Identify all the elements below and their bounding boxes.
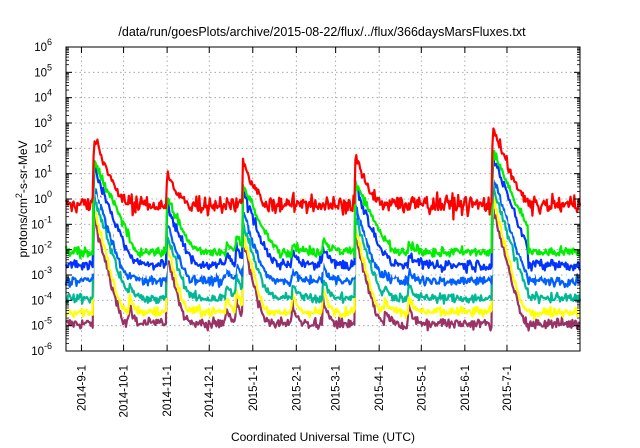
y-tick-label: 104 [34,88,52,105]
x-tick-label: 2015-6-1 [460,365,472,411]
x-axis-label: Coordinated Universal Time (UTC) [231,430,415,444]
y-tick-label: 105 [34,62,52,79]
y-tick-label-base: 10 [34,194,47,206]
y-axis-label-base: protons/cm [16,198,30,257]
y-tick-label-base: 10 [34,118,47,130]
y-tick-label-exp: -5 [44,316,52,326]
y-tick-label: 10-5 [31,316,52,333]
y-tick-label: 101 [34,164,52,181]
y-axis-label: protons/cm2-s-sr-MeV [14,140,30,257]
y-tick-label-exp: 0 [47,189,52,199]
x-tick-label: 2015-1-1 [248,365,260,411]
y-tick-label-base: 10 [34,93,47,105]
y-tick-label-base: 10 [34,143,47,155]
y-tick-label-base: 10 [31,346,44,358]
y-tick-label-exp: -4 [44,290,52,300]
y-tick-label: 102 [34,138,52,155]
series-group [64,127,582,332]
x-tick-label: 2015-4-1 [374,365,386,411]
y-tick-label: 10-1 [31,214,52,231]
y-tick-label-exp: 2 [47,138,52,148]
y-tick-label-exp: -1 [44,214,52,224]
x-tick-labels: 2014-9-1 2014-10-1 2014-11-1 2014-12-1 2015-… [76,365,514,417]
y-tick-label-base: 10 [34,169,47,181]
x-tick-label: 2014-10-1 [119,365,131,417]
y-tick-label-exp: -3 [44,265,52,275]
y-tick-label-exp: 4 [47,88,52,98]
y-tick-label: 10-4 [31,290,52,307]
x-tick-label: 2014-9-1 [76,365,88,411]
y-tick-label-exp: -6 [44,341,52,351]
x-tick-label: 2015-3-1 [331,365,343,411]
y-tick-label-base: 10 [34,42,47,54]
y-tick-label-base: 10 [31,270,44,282]
y-tick-label-base: 10 [31,321,44,333]
flux-series-line [64,127,582,221]
y-tick-label: 10-6 [31,341,52,358]
y-tick-label: 10-2 [31,240,52,257]
x-tick-label: 2015-5-1 [416,365,428,411]
y-tick-label-base: 10 [34,67,47,79]
x-tick-label: 2015-7-1 [502,365,514,411]
y-tick-label-exp: -2 [44,240,52,250]
x-tick-label: 2014-11-1 [162,365,174,417]
y-tick-label-exp: 5 [47,62,52,72]
y-tick-label: 10-3 [31,265,52,282]
y-tick-label: 103 [34,113,52,130]
x-tick-label: 2015-2-1 [291,365,303,411]
y-tick-label-base: 10 [31,245,44,257]
flux-series-line [64,149,581,260]
chart-title: /data/run/goesPlots/archive/2015-08-22/f… [118,25,526,39]
y-tick-label-exp: 1 [47,164,52,174]
y-tick-label: 100 [34,189,52,206]
y-tick-label-exp: 3 [47,113,52,123]
y-tick-label-base: 10 [31,295,44,307]
y-axis-label-rest: -s-sr-MeV [16,140,30,193]
y-tick-label-base: 10 [31,219,44,231]
ticks [66,46,580,352]
y-tick-label: 106 [34,37,52,54]
y-axis-label-sup: 2 [14,193,24,198]
y-tick-labels: 10-610-510-410-310-210-11001011021031041… [31,37,52,358]
x-tick-label: 2014-12-1 [204,365,216,417]
y-tick-label-exp: 6 [47,37,52,47]
